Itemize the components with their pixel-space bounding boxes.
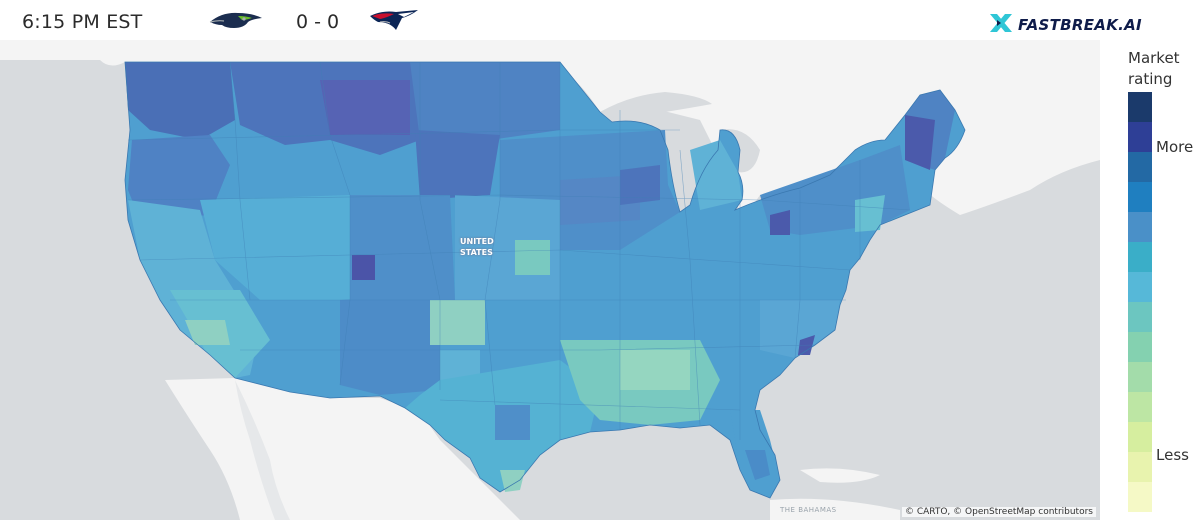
lake-michigan [665, 150, 689, 212]
legend-swatch [1128, 482, 1152, 512]
legend-swatch [1128, 152, 1152, 182]
map-attribution[interactable]: © CARTO, © OpenStreetMap contributors [901, 507, 1096, 517]
legend-color-scale [1128, 92, 1152, 512]
legend-swatch [1128, 332, 1152, 362]
place-label-bahamas: THE BAHAMAS [780, 506, 837, 514]
brand-logo: FASTBREAK.AI [988, 12, 1142, 38]
legend-swatch [1128, 422, 1152, 452]
legend-more-label: More [1156, 138, 1194, 156]
country-label: UNITED STATES [460, 237, 494, 257]
game-score: 0 - 0 [296, 11, 340, 33]
choropleth-map[interactable]: UNITED STATES THE BAHAMAS © CARTO, © Ope… [0, 40, 1100, 520]
legend-swatch [1128, 212, 1152, 242]
map-svg[interactable] [0, 40, 1100, 520]
lake-superior [600, 92, 712, 118]
legend-swatch [1128, 92, 1152, 122]
seahawks-logo-icon [208, 8, 264, 36]
game-time: 6:15 PM EST [22, 11, 143, 33]
legend-swatch [1128, 392, 1152, 422]
patriots-logo-icon [368, 8, 420, 38]
legend-swatch [1128, 302, 1152, 332]
color-legend: Market rating More Less [1100, 40, 1200, 520]
brand-name: FASTBREAK.AI [1018, 16, 1142, 34]
header-bar: 6:15 PM EST 0 - 0 FASTBREAK.AI [0, 0, 1200, 40]
legend-swatch [1128, 272, 1152, 302]
region-boundaries [127, 61, 911, 440]
legend-swatch [1128, 122, 1152, 152]
legend-title: Market rating [1128, 49, 1180, 88]
legend-swatch [1128, 182, 1152, 212]
legend-swatch [1128, 242, 1152, 272]
legend-swatch [1128, 362, 1152, 392]
canada-land [0, 40, 1100, 215]
legend-swatch [1128, 452, 1152, 482]
mexico-land [165, 378, 520, 520]
fastbreak-x-icon [988, 12, 1014, 38]
legend-less-label: Less [1156, 446, 1189, 464]
